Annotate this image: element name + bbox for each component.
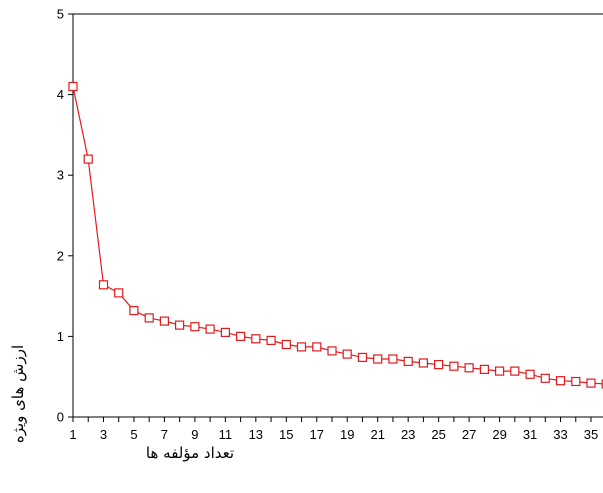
data-point-marker	[464, 363, 474, 373]
y-tick-label: 0	[57, 410, 64, 425]
data-point-marker	[220, 327, 230, 337]
data-point-marker	[236, 331, 246, 341]
x-tick-label: 17	[310, 427, 324, 442]
data-point-marker	[159, 316, 169, 326]
series-markers	[68, 81, 603, 389]
data-point-marker	[68, 81, 78, 92]
x-tick-label: 27	[462, 427, 476, 442]
y-tick-label: 5	[57, 7, 64, 22]
x-tick-label: 25	[431, 427, 445, 442]
data-point-marker	[495, 366, 505, 376]
data-point-marker	[449, 361, 459, 371]
x-tick-label: 19	[340, 427, 354, 442]
x-tick-label: 23	[401, 427, 415, 442]
data-point-marker	[251, 334, 261, 344]
data-point-marker	[418, 358, 428, 368]
y-axis-title: ارزش های ویژه	[9, 345, 27, 443]
x-tick-label: 7	[161, 427, 168, 442]
data-point-marker	[525, 369, 535, 379]
data-point-marker	[555, 376, 566, 386]
x-tick-label: 13	[249, 427, 263, 442]
x-tick-label: 1	[69, 427, 76, 442]
x-tick-label: 3	[100, 427, 107, 442]
x-tick-label: 9	[191, 427, 198, 442]
data-point-marker	[571, 376, 581, 387]
data-point-marker	[98, 280, 109, 290]
data-point-marker	[342, 349, 352, 359]
data-point-marker	[205, 324, 215, 334]
x-tick-label: 35	[584, 427, 598, 442]
data-point-marker	[114, 288, 124, 298]
data-point-marker	[327, 346, 337, 356]
x-tick-label: 21	[370, 427, 384, 442]
data-point-marker	[266, 335, 276, 345]
data-point-marker	[373, 354, 383, 364]
y-tick-label: 2	[57, 248, 64, 263]
x-tick-label: 31	[523, 427, 537, 442]
data-point-marker	[403, 356, 413, 366]
x-axis-title: تعداد مؤلفه ها	[146, 444, 234, 462]
y-tick-label: 3	[57, 168, 64, 183]
data-point-marker	[540, 373, 550, 383]
data-point-marker	[312, 342, 322, 352]
x-tick-label: 5	[130, 427, 137, 442]
data-point-marker	[129, 306, 139, 316]
data-point-marker	[586, 378, 596, 388]
data-point-marker	[388, 354, 398, 364]
data-point-marker	[357, 352, 368, 362]
data-point-marker	[479, 364, 489, 374]
y-tick-label: 4	[57, 87, 64, 102]
y-tick-label: 1	[57, 329, 64, 344]
x-tick-label: 11	[219, 427, 233, 442]
data-point-marker	[144, 313, 154, 323]
data-point-marker	[510, 366, 520, 376]
data-point-marker	[434, 360, 444, 370]
x-tick-label: 33	[553, 427, 567, 442]
data-point-marker	[190, 322, 200, 332]
data-point-marker	[175, 320, 185, 330]
x-tick-label: 15	[279, 427, 293, 442]
series-line	[72, 86, 603, 385]
x-axis-ticks: 1 3 5 7 9 11 13 15 17 19 21 23 25 27 29 31 33 35	[69, 417, 598, 442]
y-axis-ticks: 0 1 2 3 4 5	[57, 7, 73, 425]
x-tick-label: 29	[492, 427, 506, 442]
data-point-marker	[281, 339, 291, 350]
data-point-marker	[83, 154, 93, 164]
data-point-marker	[296, 342, 307, 352]
